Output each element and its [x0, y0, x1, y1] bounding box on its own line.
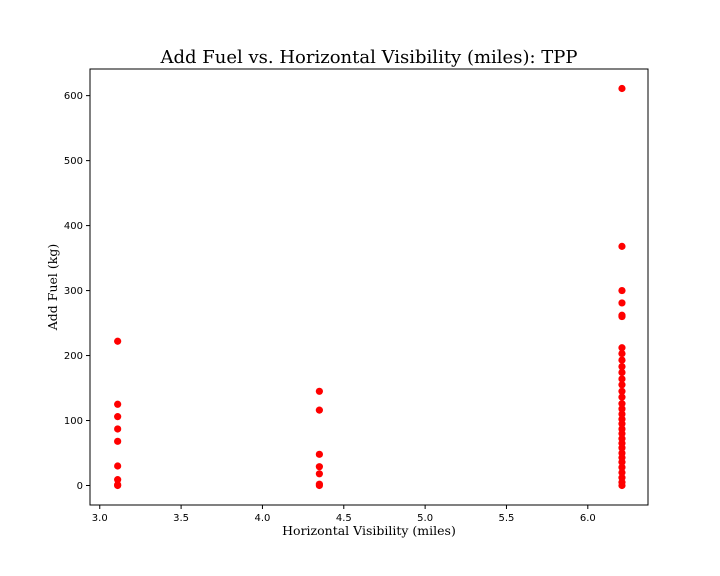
data-point: [114, 425, 122, 433]
data-point: [618, 468, 626, 477]
data-point: [618, 299, 626, 307]
x-tick-label: 5.0: [417, 513, 433, 524]
data-point: [315, 463, 323, 471]
data-point: [618, 350, 626, 358]
y-tick-label: 200: [64, 351, 83, 362]
data-point: [618, 312, 626, 321]
data-point: [618, 444, 626, 452]
data-point: [618, 481, 626, 490]
data-point: [618, 356, 626, 364]
data-point: [315, 481, 323, 490]
data-point: [618, 458, 626, 466]
data-point: [618, 242, 626, 250]
data-point: [618, 286, 626, 295]
x-axis-ticks: 3.0 3.5 4.0 4.5 5.0 5.5 6.0: [92, 505, 596, 524]
data-point: [618, 368, 626, 377]
data-point: [114, 476, 122, 484]
data-point: [315, 387, 323, 395]
x-tick-label: 3.0: [92, 513, 108, 524]
data-point: [618, 381, 626, 389]
data-point: [618, 387, 626, 395]
data-point: [618, 393, 626, 401]
data-point: [315, 470, 323, 478]
x-tick-label: 4.0: [254, 513, 270, 524]
y-tick-label: 0: [77, 481, 83, 492]
data-point: [618, 375, 626, 383]
data-point: [114, 413, 122, 421]
data-point: [618, 84, 626, 93]
x-axis-label: Horizontal Visibility (miles): [282, 523, 456, 538]
data-point: [618, 344, 626, 352]
data-point: [618, 362, 626, 371]
y-tick-label: 400: [64, 221, 83, 232]
data-point: [618, 410, 626, 418]
plot-frame: [89, 68, 649, 506]
data-point: [315, 450, 323, 458]
x-tick-label: 6.0: [580, 513, 596, 524]
y-tick-label: 500: [64, 156, 83, 167]
data-point: [618, 463, 626, 471]
chart-title: Add Fuel vs. Horizontal Visibility (mile…: [160, 47, 578, 68]
x-tick-label: 4.5: [336, 513, 352, 524]
y-tick-label: 600: [64, 91, 83, 102]
data-point: [114, 437, 122, 445]
y-axis-ticks: 0 100 200 300 400 500 600: [64, 91, 90, 492]
data-point: [114, 462, 122, 470]
data-points: [114, 84, 626, 490]
data-point: [114, 400, 122, 408]
data-point: [618, 400, 626, 408]
data-point: [114, 337, 122, 345]
data-point: [114, 481, 122, 490]
data-point: [618, 420, 626, 428]
x-tick-label: 5.5: [499, 513, 515, 524]
y-tick-label: 300: [64, 286, 83, 297]
data-point: [618, 405, 626, 413]
x-tick-label: 3.5: [173, 513, 189, 524]
data-point: [315, 406, 323, 414]
y-axis-label: Add Fuel (kg): [45, 244, 60, 331]
data-point: [618, 429, 626, 438]
y-tick-label: 100: [64, 416, 83, 427]
